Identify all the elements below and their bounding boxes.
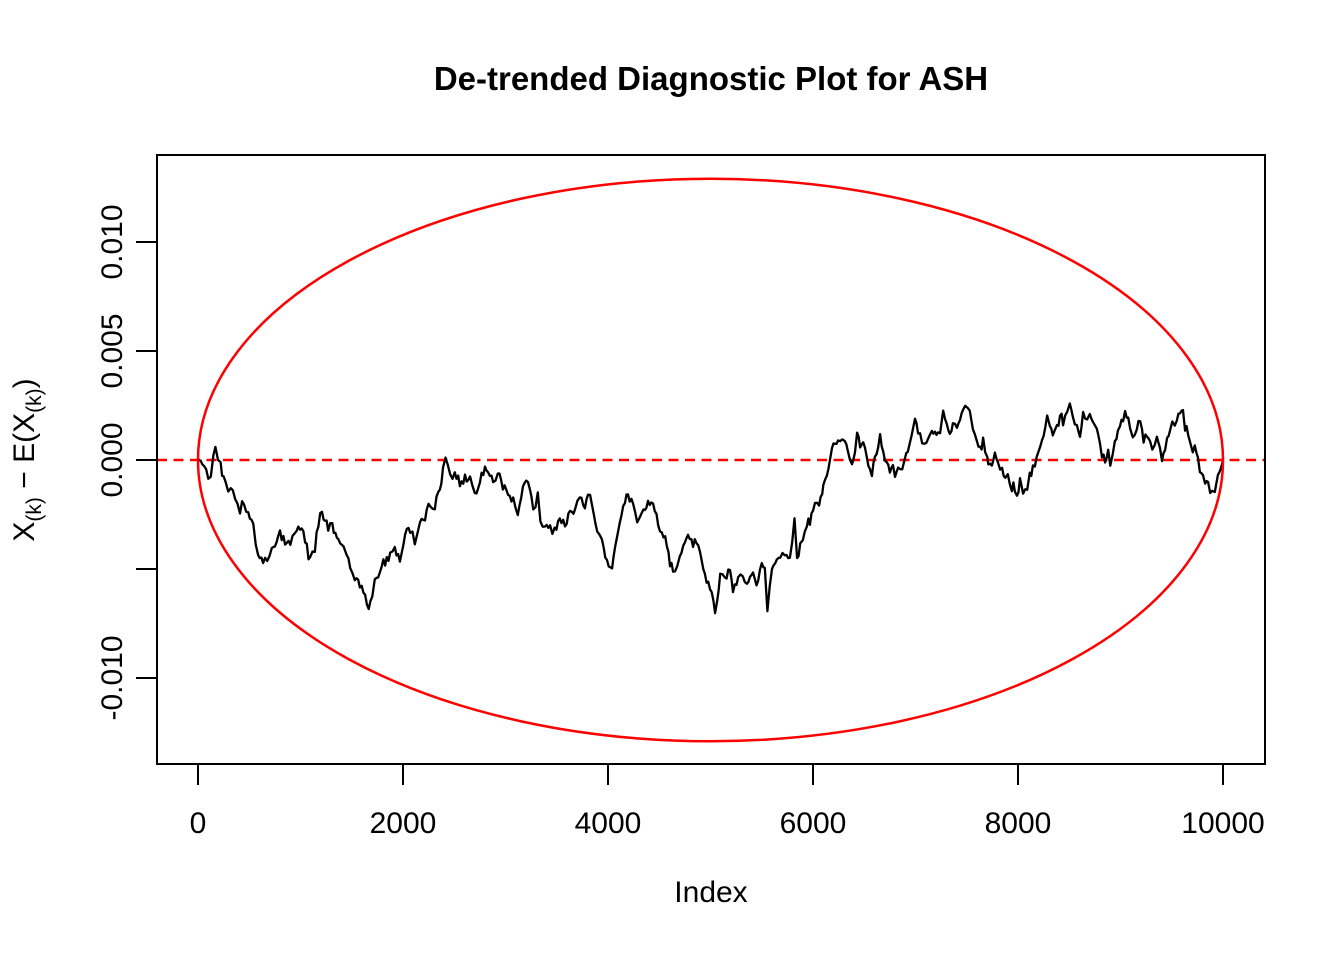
trace-path	[196, 402, 1225, 615]
x-tick-label: 6000	[780, 807, 847, 840]
y-axis-label-subscript: (k)	[23, 388, 46, 413]
x-tick-label: 2000	[370, 807, 437, 840]
y-tick-label: 0.005	[96, 313, 129, 388]
x-tick-label: 8000	[985, 807, 1052, 840]
x-axis: 0 2000 4000 6000 8000 10000	[190, 764, 1265, 840]
y-axis: -0.010 0.000 0.005 0.010	[96, 204, 157, 721]
y-tick-label: 0.010	[96, 204, 129, 279]
y-axis-label-subscript: (k)	[23, 497, 46, 522]
y-axis-label-mid: − E(X	[8, 413, 41, 497]
x-axis-label: Index	[674, 876, 747, 909]
y-tick-label: 0.000	[96, 422, 129, 497]
y-axis-label-base: X	[8, 522, 41, 542]
y-axis-label: X(k) − E(X(k))	[8, 378, 46, 541]
data-trace	[196, 402, 1225, 615]
y-axis-label-end: )	[8, 378, 41, 388]
x-tick-label: 10000	[1181, 807, 1264, 840]
confidence-ellipse	[196, 177, 1225, 743]
x-tick-label: 4000	[575, 807, 642, 840]
envelope-ellipse	[196, 177, 1225, 743]
plot-title: De-trended Diagnostic Plot for ASH	[434, 60, 988, 97]
y-tick-label: -0.010	[96, 635, 129, 720]
x-tick-label: 0	[190, 807, 207, 840]
